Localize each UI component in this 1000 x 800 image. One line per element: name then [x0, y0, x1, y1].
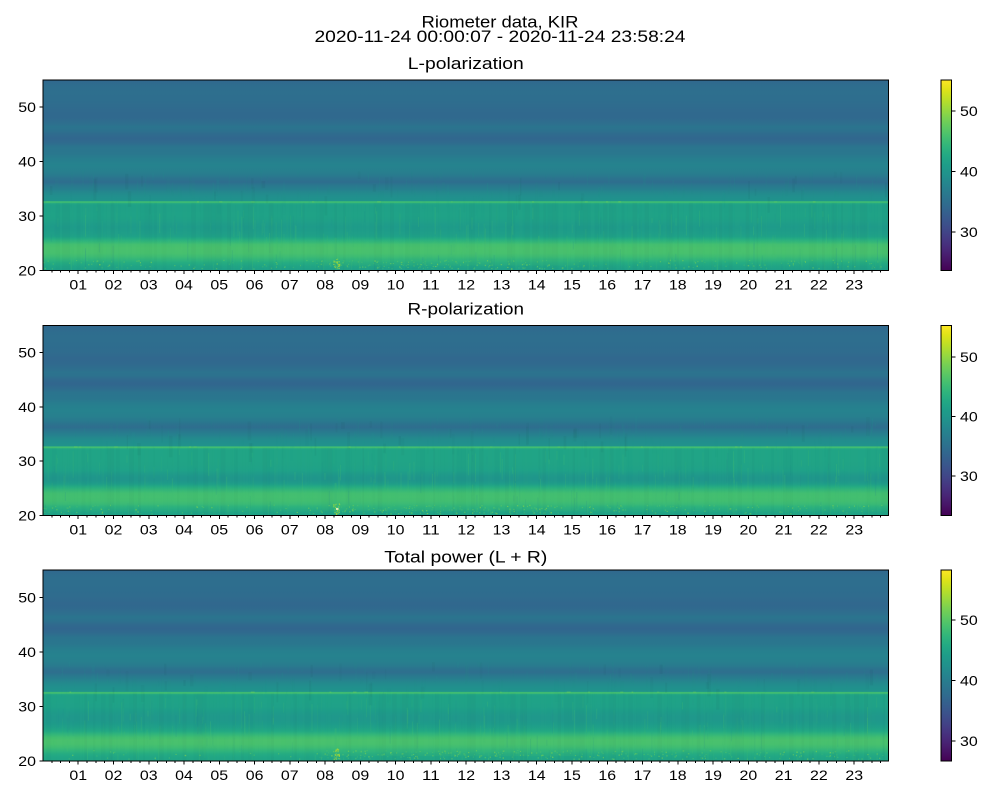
svg-text:02: 02: [105, 522, 123, 538]
svg-text:10: 10: [387, 522, 405, 538]
svg-text:03: 03: [140, 277, 158, 293]
svg-text:14: 14: [528, 767, 546, 783]
svg-text:07: 07: [281, 277, 299, 293]
svg-text:17: 17: [634, 277, 652, 293]
svg-text:50: 50: [18, 589, 36, 605]
svg-text:20: 20: [18, 753, 36, 769]
svg-text:22: 22: [810, 767, 828, 783]
svg-text:10: 10: [387, 277, 405, 293]
svg-text:02: 02: [105, 277, 123, 293]
svg-text:05: 05: [210, 767, 228, 783]
svg-text:20: 20: [18, 263, 36, 279]
svg-text:04: 04: [175, 277, 193, 293]
svg-text:2020-11-24 00:00:07 - 2020-11-: 2020-11-24 00:00:07 - 2020-11-24 23:58:2…: [315, 28, 686, 46]
svg-text:19: 19: [704, 767, 722, 783]
svg-text:14: 14: [528, 522, 546, 538]
svg-text:01: 01: [69, 522, 87, 538]
svg-text:R-polarization: R-polarization: [408, 301, 525, 319]
svg-text:07: 07: [281, 767, 299, 783]
svg-text:21: 21: [775, 277, 793, 293]
svg-text:23: 23: [845, 277, 863, 293]
svg-text:20: 20: [740, 767, 758, 783]
svg-text:50: 50: [960, 612, 978, 628]
svg-text:50: 50: [18, 99, 36, 115]
svg-text:04: 04: [175, 522, 193, 538]
svg-text:12: 12: [457, 767, 475, 783]
svg-text:16: 16: [598, 767, 616, 783]
svg-text:18: 18: [669, 522, 687, 538]
svg-text:14: 14: [528, 277, 546, 293]
svg-text:20: 20: [740, 277, 758, 293]
svg-text:12: 12: [457, 522, 475, 538]
svg-text:11: 11: [422, 767, 440, 783]
svg-text:05: 05: [210, 522, 228, 538]
svg-text:40: 40: [18, 399, 36, 415]
svg-text:40: 40: [960, 163, 978, 179]
svg-text:20: 20: [740, 522, 758, 538]
svg-text:01: 01: [69, 767, 87, 783]
svg-text:09: 09: [352, 522, 370, 538]
svg-text:40: 40: [18, 644, 36, 660]
svg-text:16: 16: [598, 277, 616, 293]
svg-text:17: 17: [634, 767, 652, 783]
svg-text:09: 09: [352, 767, 370, 783]
svg-text:21: 21: [775, 522, 793, 538]
svg-text:40: 40: [960, 409, 978, 425]
svg-text:L-polarization: L-polarization: [408, 55, 524, 73]
svg-text:15: 15: [563, 277, 581, 293]
svg-text:Riometer data, KIR: Riometer data, KIR: [422, 13, 579, 31]
svg-text:19: 19: [704, 277, 722, 293]
svg-text:13: 13: [493, 522, 511, 538]
svg-text:30: 30: [18, 208, 36, 224]
svg-text:30: 30: [960, 733, 978, 749]
svg-text:06: 06: [246, 767, 264, 783]
svg-text:17: 17: [634, 522, 652, 538]
svg-text:50: 50: [960, 349, 978, 365]
svg-text:23: 23: [845, 767, 863, 783]
svg-text:30: 30: [960, 468, 978, 484]
svg-text:20: 20: [18, 508, 36, 524]
svg-text:02: 02: [105, 767, 123, 783]
svg-text:30: 30: [18, 698, 36, 714]
svg-text:07: 07: [281, 522, 299, 538]
svg-text:11: 11: [422, 522, 440, 538]
svg-text:06: 06: [246, 522, 264, 538]
svg-text:22: 22: [810, 522, 828, 538]
svg-text:08: 08: [316, 277, 334, 293]
svg-text:21: 21: [775, 767, 793, 783]
svg-text:40: 40: [18, 154, 36, 170]
svg-text:04: 04: [175, 767, 193, 783]
svg-text:30: 30: [960, 224, 978, 240]
svg-text:05: 05: [210, 277, 228, 293]
svg-text:03: 03: [140, 767, 158, 783]
svg-text:16: 16: [598, 522, 616, 538]
svg-text:19: 19: [704, 522, 722, 538]
svg-text:08: 08: [316, 522, 334, 538]
svg-text:12: 12: [457, 277, 475, 293]
svg-text:22: 22: [810, 277, 828, 293]
svg-text:06: 06: [246, 277, 264, 293]
svg-text:18: 18: [669, 277, 687, 293]
svg-text:10: 10: [387, 767, 405, 783]
svg-text:13: 13: [493, 767, 511, 783]
svg-text:13: 13: [493, 277, 511, 293]
svg-text:50: 50: [18, 345, 36, 361]
svg-text:11: 11: [422, 277, 440, 293]
svg-text:15: 15: [563, 522, 581, 538]
svg-text:15: 15: [563, 767, 581, 783]
svg-text:30: 30: [18, 453, 36, 469]
svg-text:08: 08: [316, 767, 334, 783]
svg-text:23: 23: [845, 522, 863, 538]
svg-text:18: 18: [669, 767, 687, 783]
svg-text:Total power (L + R): Total power (L + R): [384, 549, 547, 567]
svg-text:03: 03: [140, 522, 158, 538]
svg-text:50: 50: [960, 103, 978, 119]
svg-text:09: 09: [352, 277, 370, 293]
svg-text:01: 01: [69, 277, 87, 293]
svg-text:40: 40: [960, 673, 978, 689]
